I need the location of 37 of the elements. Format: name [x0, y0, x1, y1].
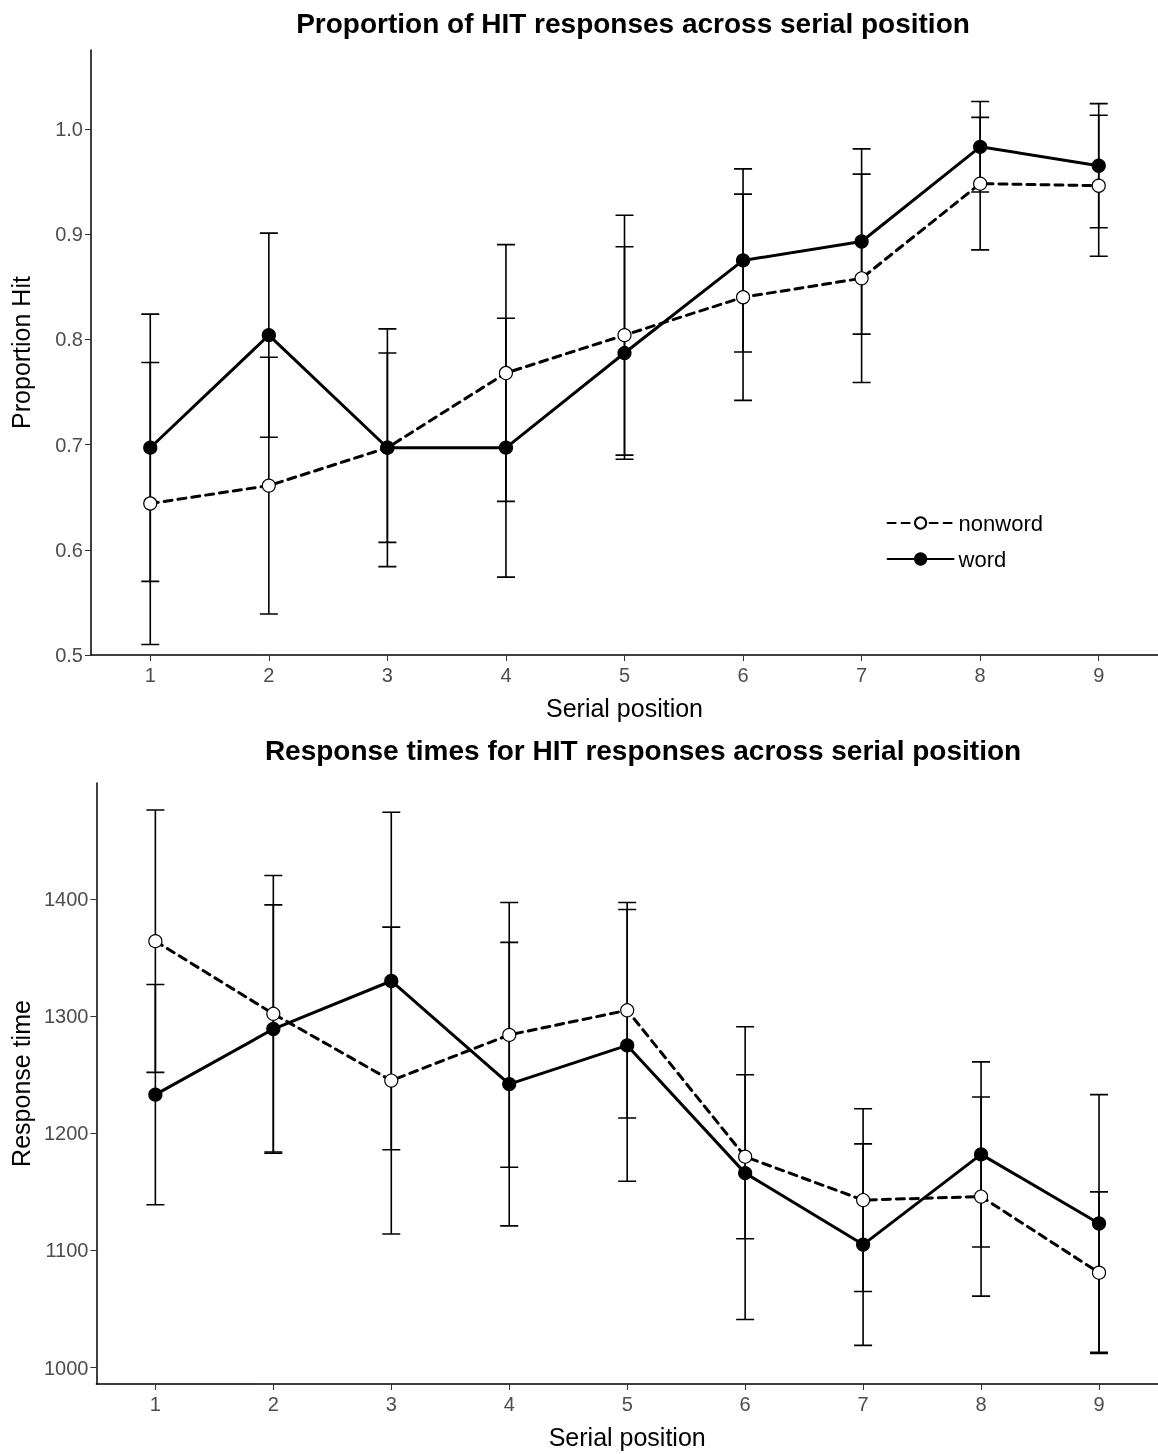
- x-tick-label: 6: [737, 664, 749, 686]
- x-tick-label: 7: [857, 1393, 869, 1415]
- x-axis-title: Serial position: [545, 693, 704, 722]
- x-tick-label: 1: [149, 1393, 161, 1415]
- x-tick-label: 4: [503, 1393, 515, 1415]
- x-tick-label: 6: [739, 1393, 751, 1415]
- y-tick-label: 1.0: [55, 117, 83, 140]
- x-tick-label: 5: [621, 1393, 633, 1415]
- x-tick-label: 2: [267, 1393, 279, 1415]
- x-tick-label: 3: [385, 1393, 397, 1415]
- x-tick-label: 2: [263, 664, 275, 686]
- y-tick-label: 0.9: [55, 223, 83, 246]
- y-axis-title: Response time: [6, 1000, 35, 1167]
- x-tick-label: 5: [618, 664, 631, 686]
- x-tick-label: 9: [1093, 1393, 1105, 1415]
- x-tick-label: 7: [856, 664, 868, 686]
- chart-title: Response times for HIT responses across serial position: [264, 734, 1022, 766]
- legend-label: nonword: [958, 510, 1043, 536]
- x-tick-label: 9: [1093, 664, 1105, 686]
- x-tick-label: 4: [500, 664, 512, 686]
- x-tick-label: 1: [144, 664, 156, 686]
- x-tick-label: 8: [974, 664, 986, 686]
- legend-label: word: [957, 546, 1007, 572]
- y-tick-label: 1000: [43, 1356, 89, 1379]
- y-tick-label: 1100: [45, 1239, 89, 1262]
- y-tick-label: 1400: [43, 887, 89, 910]
- y-tick-label: 0.5: [55, 644, 83, 666]
- y-tick-label: 0.6: [55, 538, 83, 561]
- y-tick-label: 1300: [43, 1005, 89, 1028]
- x-axis-title: Serial position: [548, 1422, 706, 1451]
- y-tick-label: 0.7: [55, 433, 83, 456]
- y-tick-label: 1200: [43, 1122, 89, 1145]
- x-tick-label: 8: [975, 1393, 987, 1415]
- chart-title: Proportion of HIT responses across serial position: [296, 7, 970, 39]
- y-tick-label: 0.8: [55, 328, 83, 351]
- x-tick-label: 3: [381, 664, 393, 686]
- y-axis-title: Proportion Hit: [6, 276, 35, 429]
